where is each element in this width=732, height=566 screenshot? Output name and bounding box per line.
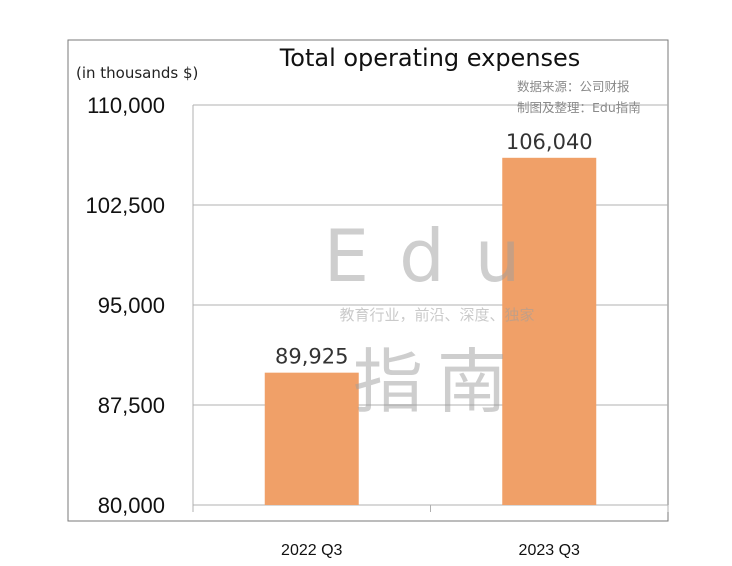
source-line-1: 数据来源：公司财报 (517, 79, 630, 94)
data-labels: 89,925 106,040 (275, 130, 593, 369)
data-label-1: 89,925 (275, 345, 348, 369)
category-labels: 2022 Q3 2023 Q3 (281, 542, 580, 559)
watermark-slogan: 教育行业，前沿、深度、独家 (339, 306, 534, 324)
source-line-2: 制图及整理：Edu指南 (517, 100, 641, 115)
bars (264, 157, 597, 506)
y-tick-label: 95,000 (98, 293, 165, 318)
bar-2 (502, 157, 597, 506)
watermark-top: Edu (324, 214, 551, 298)
data-label-2: 106,040 (506, 130, 593, 154)
y-tick-label: 110,000 (87, 93, 165, 118)
category-label-2: 2023 Q3 (519, 542, 580, 559)
watermark-bottom: 指南 (353, 341, 521, 423)
y-axis-unit-label: (in thousands $) (76, 64, 198, 82)
bar-1 (264, 372, 359, 505)
y-tick-label: 102,500 (85, 193, 165, 218)
y-tick-labels: 80,000 87,500 95,000 102,500 110,000 (85, 93, 165, 518)
y-tick-label: 80,000 (98, 493, 165, 518)
chart-title: Total operating expenses (279, 44, 581, 72)
category-label-1: 2022 Q3 (281, 542, 342, 559)
y-tick-label: 87,500 (98, 393, 165, 418)
